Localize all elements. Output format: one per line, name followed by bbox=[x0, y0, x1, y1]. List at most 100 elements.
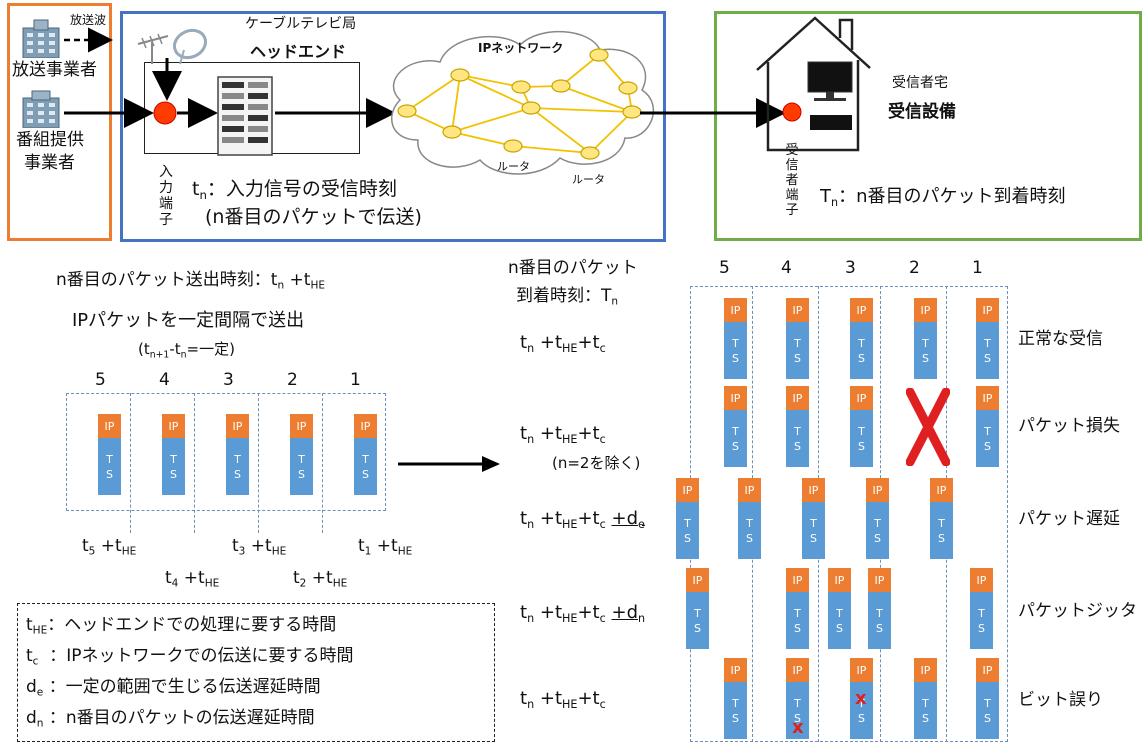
send-description: IPパケットを一定間隔で送出 bbox=[72, 310, 305, 331]
legend-de: de ：一定の範囲で生じる伝送遅延時間 bbox=[26, 677, 321, 699]
ip-packet: IP T S bbox=[724, 386, 747, 467]
program-provider-building-icon bbox=[22, 90, 60, 128]
ip-header: IP bbox=[850, 658, 873, 682]
broadcast-wave-label: 放送波 bbox=[70, 13, 107, 27]
ip-packet: IP T S bbox=[930, 478, 953, 559]
ip-header: IP bbox=[226, 414, 249, 438]
ip-packet: IP T S bbox=[686, 568, 709, 649]
ip-header: IP bbox=[676, 478, 699, 502]
ip-packet: IP T S bbox=[866, 478, 889, 559]
ip-network-cloud bbox=[391, 30, 654, 175]
arrive-packet-number: 2 bbox=[909, 258, 920, 278]
broadcaster-box bbox=[7, 3, 112, 241]
ip-header: IP bbox=[866, 478, 889, 502]
send-time-label: t1 +tHE bbox=[358, 536, 413, 558]
ip-header: IP bbox=[976, 386, 999, 410]
ip-header: IP bbox=[914, 658, 937, 682]
send-column-divider bbox=[194, 393, 195, 533]
arrive-header-1: n番目のパケット bbox=[508, 258, 638, 278]
cable-station-box bbox=[120, 11, 666, 242]
ip-network-label: IPネットワーク bbox=[478, 41, 564, 55]
satellite-dish-icon bbox=[172, 28, 208, 65]
ip-header: IP bbox=[850, 386, 873, 410]
send-time-label: t3 +tHE bbox=[232, 536, 287, 558]
ip-packet: IP T S bbox=[724, 298, 747, 379]
send-time-label: n番目のパケット送出時刻：tn +tHE bbox=[56, 270, 326, 292]
ip-packet: IP T S bbox=[914, 658, 937, 739]
broadcaster-building-icon bbox=[22, 19, 60, 58]
send-packet-number: 3 bbox=[223, 370, 234, 390]
ip-packet: IP T S bbox=[226, 414, 249, 495]
cable-station-label: ケーブルテレビ局 bbox=[245, 16, 357, 32]
tn-sub-description: (n番目のパケットで伝送) bbox=[205, 206, 422, 228]
router-label-2: ルータ bbox=[572, 173, 605, 186]
receiver-home-box bbox=[714, 11, 1142, 241]
top-diagram-graphics bbox=[64, 16, 871, 175]
tn-description: tn：入力信号の受信時刻 bbox=[192, 178, 397, 203]
send-packet-number: 5 bbox=[95, 370, 106, 390]
packet-loss-x-icon bbox=[906, 388, 950, 466]
ip-packet: IP T S bbox=[786, 298, 809, 379]
arrive-row-label: パケットジッタ bbox=[1018, 601, 1137, 621]
ip-packet: IP T S bbox=[354, 414, 377, 495]
ip-packet: IP T S bbox=[786, 386, 809, 467]
receiving-equipment-label: 受信設備 bbox=[888, 102, 956, 122]
ip-header: IP bbox=[786, 568, 809, 592]
program-provider-label-2: 事業者 bbox=[24, 153, 75, 173]
broadcaster-label: 放送事業者 bbox=[12, 60, 97, 80]
arrive-row-label: ビット誤り bbox=[1018, 690, 1103, 710]
ip-packet: IP T S bbox=[976, 386, 999, 467]
ip-packet: IP T S bbox=[290, 414, 313, 495]
ip-packet: IP T S bbox=[676, 478, 699, 559]
ip-header: IP bbox=[686, 568, 709, 592]
send-column-divider bbox=[130, 393, 131, 533]
formula-loss-exclude: (n=2を除く) bbox=[552, 454, 641, 472]
program-provider-label-1: 番組提供 bbox=[16, 130, 84, 150]
ip-packet: IP T S bbox=[786, 658, 809, 739]
formula-loss: tn +tHE+tc bbox=[520, 423, 606, 446]
ip-header: IP bbox=[970, 568, 993, 592]
legend-tc: tc ：IPネットワークでの伝送に要する時間 bbox=[26, 646, 354, 668]
ip-packet: IP T S bbox=[850, 298, 873, 379]
ip-packet: IP T S bbox=[914, 298, 937, 379]
send-packet-number: 2 bbox=[287, 370, 298, 390]
ip-header: IP bbox=[724, 386, 747, 410]
ip-header: IP bbox=[738, 478, 761, 502]
ip-header: IP bbox=[786, 386, 809, 410]
input-terminal-label: 入力 端子 bbox=[159, 164, 173, 228]
formula-delay: tn +tHE+tc +de bbox=[520, 508, 645, 531]
ip-header: IP bbox=[724, 658, 747, 682]
send-time-label: t5 +tHE bbox=[82, 536, 137, 558]
ip-packet: IP T S bbox=[976, 298, 999, 379]
receiver-home-label: 受信者宅 bbox=[892, 75, 948, 91]
ip-packet: IP T S bbox=[850, 658, 873, 739]
ip-header: IP bbox=[786, 658, 809, 682]
send-packet-number: 1 bbox=[350, 370, 361, 390]
send-time-label: t4 +tHE bbox=[165, 568, 220, 590]
ip-header: IP bbox=[850, 298, 873, 322]
ip-packet: IP T S bbox=[828, 568, 851, 649]
ip-packet: IP T S bbox=[850, 386, 873, 467]
arrive-header-2: 到着時刻：Tn bbox=[516, 286, 619, 308]
ip-header: IP bbox=[724, 298, 747, 322]
ip-header: IP bbox=[98, 414, 121, 438]
send-packet-number: 4 bbox=[159, 370, 170, 390]
ip-header: IP bbox=[354, 414, 377, 438]
bit-error-x-icon: x bbox=[792, 717, 804, 738]
